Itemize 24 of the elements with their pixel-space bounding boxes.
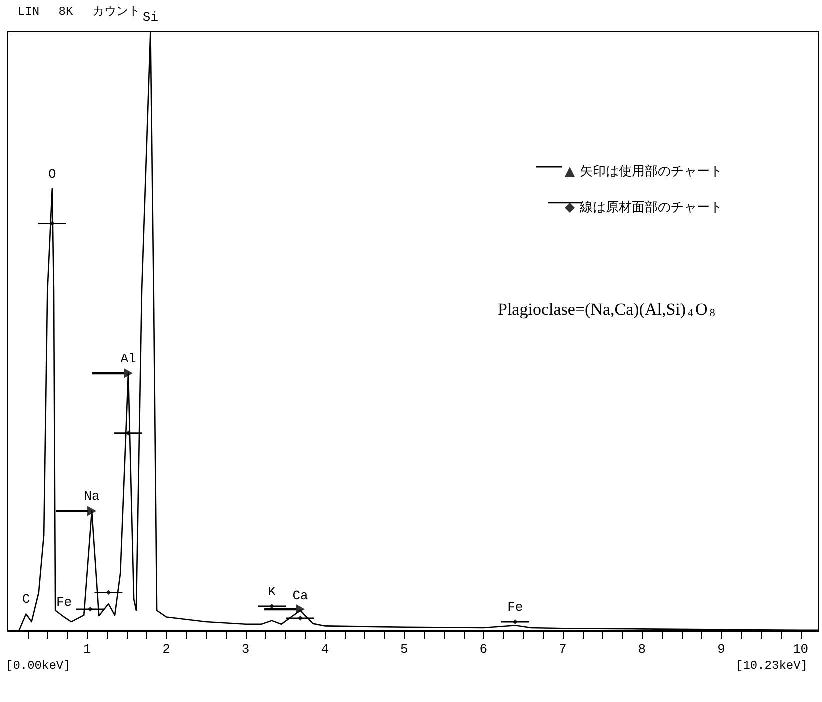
annotation: Si bbox=[142, 10, 159, 25]
annotation: Na bbox=[84, 489, 100, 504]
text: [0.00keV] bbox=[6, 659, 71, 673]
annotation: Al bbox=[120, 351, 136, 366]
annotation: K bbox=[268, 584, 276, 600]
x-tick-label: 9 bbox=[718, 642, 726, 657]
annotation: Fe bbox=[56, 595, 72, 610]
x-tick-label: 5 bbox=[400, 642, 408, 657]
x-tick-label: 4 bbox=[321, 642, 330, 657]
legend-label: 線は原材面部のチャート bbox=[579, 200, 723, 216]
annotation: C bbox=[22, 592, 30, 608]
x-tick-label: 1 bbox=[83, 642, 92, 657]
annotation: Ca bbox=[292, 588, 309, 604]
x-tick-label: 8 bbox=[638, 642, 646, 657]
annotation: O bbox=[48, 166, 56, 182]
legend-label: 矢印は使用部のチャート bbox=[580, 164, 723, 180]
x-tick-label: 6 bbox=[480, 642, 488, 657]
x-tick-label: 7 bbox=[559, 642, 567, 657]
text: [10.23keV] bbox=[736, 659, 808, 673]
annotation: Fe bbox=[508, 600, 524, 616]
text: LIN 8K カウント bbox=[18, 5, 140, 19]
x-tick-label: 3 bbox=[242, 642, 250, 657]
x-tick-label: 2 bbox=[162, 642, 170, 657]
x-tick-label: 10 bbox=[792, 642, 809, 657]
